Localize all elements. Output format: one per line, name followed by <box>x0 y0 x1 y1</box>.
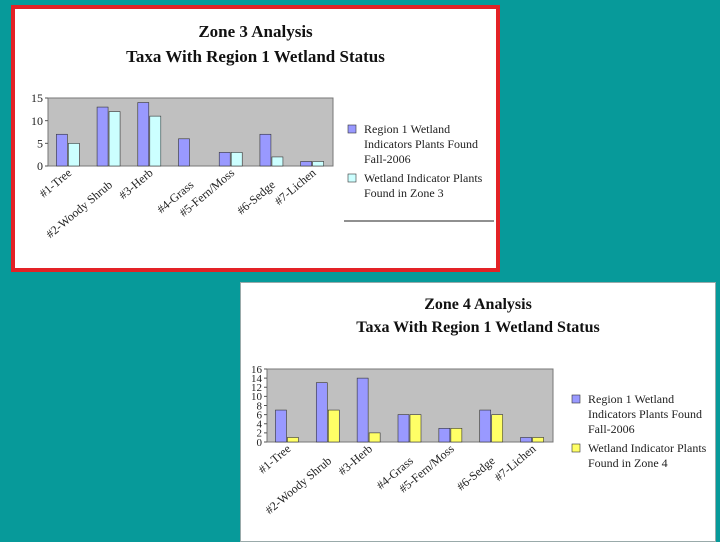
bar-series-1 <box>96 106 109 167</box>
bar-series-2 <box>368 432 381 443</box>
bar-series-2 <box>68 143 80 167</box>
bar-series-1 <box>259 133 272 167</box>
bar-series-1 <box>479 409 492 443</box>
chart-title: Zone 3 Analysis <box>198 22 313 41</box>
legend-swatch <box>347 173 357 183</box>
chart-subtitle: Taxa With Region 1 Wetland Status <box>356 319 600 336</box>
bar-series-2 <box>287 437 299 443</box>
y-tick-label: 2 <box>257 428 263 440</box>
y-tick-label: 10 <box>31 114 43 128</box>
y-tick-label: 8 <box>257 400 263 412</box>
y-tick-label: 5 <box>37 137 43 151</box>
legend-label: Wetland Indicator Plants Found in Zone 3 <box>364 171 483 200</box>
legend-label: Region 1 Wetland Indicators Plants Found F… <box>364 122 478 166</box>
bar-series-1 <box>178 138 190 167</box>
bar-series-2 <box>450 428 463 443</box>
bar-series-1 <box>438 428 451 443</box>
bar-series-2 <box>312 161 324 167</box>
bar-series-2 <box>532 437 544 443</box>
y-tick-label: 12 <box>251 382 262 394</box>
bar-series-2 <box>271 156 284 167</box>
bar-series-2 <box>230 152 243 167</box>
y-tick-label: 0 <box>257 437 263 449</box>
legend-swatch <box>571 394 581 404</box>
y-tick-label: 6 <box>257 409 263 421</box>
bar-series-2 <box>108 111 121 167</box>
y-tick-label: 16 <box>251 364 263 376</box>
chart-subtitle: Taxa With Region 1 Wetland Status <box>126 47 385 66</box>
bar-series-2 <box>149 115 162 167</box>
bar-series-2 <box>327 409 340 443</box>
bar-series-1 <box>397 414 410 443</box>
legend-swatch <box>347 124 357 134</box>
plot-area <box>47 97 334 167</box>
y-tick-label: 10 <box>251 391 263 403</box>
legend-swatch <box>571 443 581 453</box>
bar-series-2 <box>491 414 504 443</box>
legend-label: Wetland Indicator Plants Found in Zone 4 <box>588 441 707 470</box>
bar-series-1 <box>356 377 369 443</box>
y-tick-label: 4 <box>257 419 263 431</box>
bar-series-1 <box>218 152 231 167</box>
x-category-label: #3-Herb <box>116 166 156 202</box>
bar-series-1 <box>275 409 287 443</box>
zone-3-chart-panel: Zone 3 Analysis Taxa With Region 1 Wetla… <box>11 5 500 272</box>
bar-series-1 <box>300 161 312 167</box>
y-tick-label: 14 <box>251 373 263 385</box>
y-tick-label: 15 <box>31 91 43 105</box>
x-category-label: #7-Lichen <box>272 166 319 208</box>
chart-title: Zone 4 Analysis <box>424 296 532 313</box>
x-category-label: #7-Lichen <box>492 442 539 484</box>
bar-series-2 <box>409 414 422 443</box>
zone-4-chart-panel: Zone 4 Analysis Taxa With Region 1 Wetla… <box>240 282 716 542</box>
legend-label: Region 1 Wetland Indicators Plants Found F… <box>588 392 702 436</box>
x-category-label: #3-Herb <box>335 442 375 478</box>
bar-series-1 <box>56 133 68 167</box>
bar-series-1 <box>315 382 328 443</box>
y-tick-label: 0 <box>37 159 43 173</box>
bar-series-1 <box>137 102 150 167</box>
bar-series-1 <box>520 437 532 443</box>
